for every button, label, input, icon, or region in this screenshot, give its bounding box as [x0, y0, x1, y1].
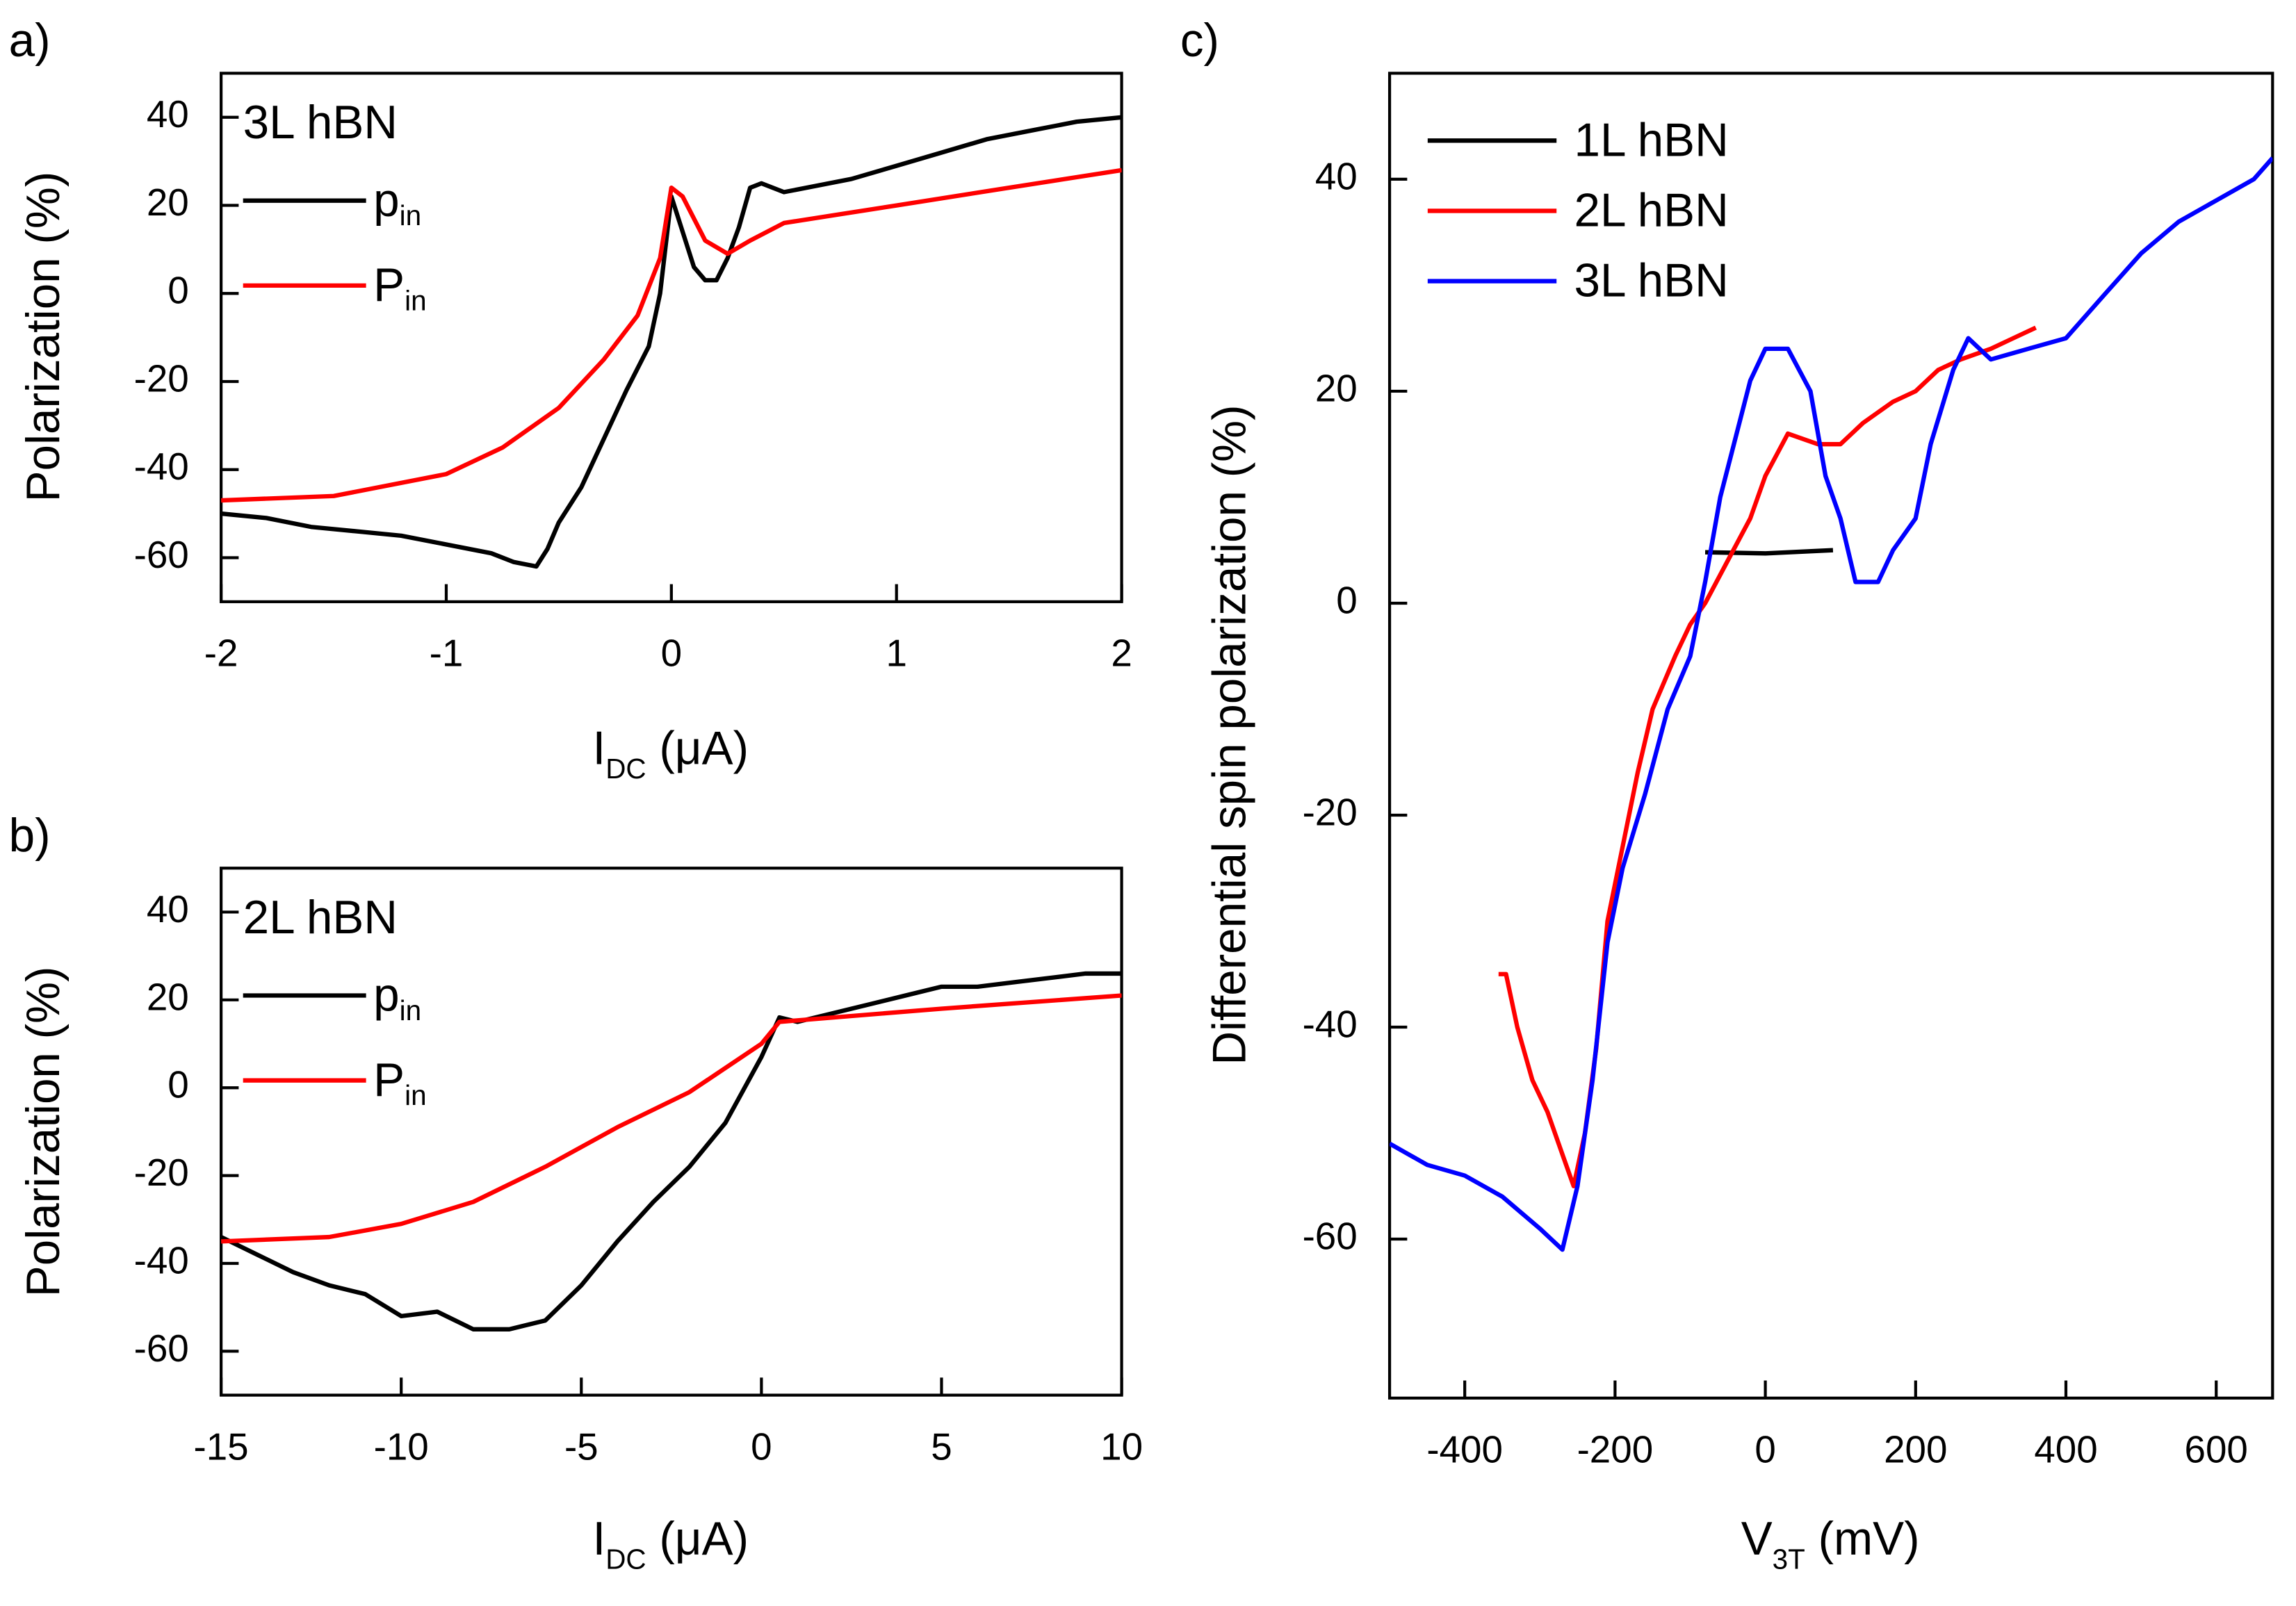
label-piece: in: [405, 284, 426, 316]
data-line: [221, 993, 1122, 1244]
y-tick-label: -20: [134, 357, 189, 400]
panel-label: c): [1180, 15, 1219, 67]
x-tick-label: -15: [194, 1425, 249, 1468]
x-tick-label: -200: [1577, 1427, 1654, 1470]
y-tick-label: -60: [134, 533, 189, 576]
annotation: 2L hBN: [243, 892, 398, 944]
panel-label: b): [9, 810, 51, 862]
label-piece: P: [373, 1054, 405, 1106]
label-piece: (mV): [1805, 1513, 1920, 1565]
x-tick-label: 1: [886, 632, 906, 675]
label-piece: 3T: [1773, 1543, 1805, 1575]
data-line: [1704, 548, 1834, 556]
x-tick-label: 600: [2185, 1427, 2248, 1470]
x-tick-label: -1: [430, 632, 464, 675]
x-tick-label: -400: [1426, 1427, 1503, 1470]
y-tick-label: -20: [1303, 790, 1358, 833]
label-piece: (μA): [646, 723, 749, 775]
x-tick-label: -2: [204, 632, 238, 675]
y-tick-label: 20: [1315, 366, 1358, 409]
data-line: [1390, 156, 2273, 1252]
y-axis-label: Polarization (%): [17, 967, 70, 1297]
y-tick-label: 40: [147, 887, 189, 931]
label-piece: in: [400, 994, 421, 1026]
data-line: [221, 115, 1122, 569]
x-axis-label: IDC (μA): [593, 723, 749, 785]
y-tick-label: 0: [168, 269, 188, 312]
label-piece: in: [400, 199, 421, 231]
label-piece: V: [1741, 1513, 1773, 1565]
legend-label: pin: [373, 174, 421, 231]
label-piece: P: [373, 259, 405, 311]
x-tick-label: 400: [2034, 1427, 2097, 1470]
label-piece: I: [593, 1513, 606, 1565]
label-piece: p: [373, 969, 399, 1022]
plot-frame: [219, 72, 1123, 603]
label-piece: DC: [605, 1543, 646, 1575]
label-piece: I: [593, 723, 606, 775]
plot-frame: [1387, 72, 2274, 1400]
x-tick-label: -10: [374, 1425, 429, 1468]
label-piece: DC: [605, 753, 646, 785]
y-axis-label: Differential spin polarization (%): [1203, 404, 1255, 1065]
legend-label: Pin: [373, 1054, 426, 1111]
y-tick-label: 0: [168, 1063, 188, 1106]
y-tick-label: 20: [147, 181, 189, 224]
y-tick-label: -60: [1303, 1214, 1358, 1257]
legend-label: 1L hBN: [1574, 114, 1728, 166]
y-tick-label: -40: [134, 1238, 189, 1281]
label-piece: (μA): [646, 1513, 749, 1565]
x-axis-label: IDC (μA): [593, 1513, 749, 1575]
data-line: [221, 167, 1122, 503]
label-piece: in: [405, 1079, 426, 1111]
x-tick-label: 200: [1884, 1427, 1947, 1470]
y-tick-label: 40: [1315, 154, 1358, 197]
label-piece: p: [373, 174, 399, 227]
plot-frame: [219, 867, 1123, 1397]
legend-label: 3L hBN: [1574, 255, 1728, 307]
x-tick-label: 2: [1111, 632, 1132, 675]
x-tick-label: 0: [661, 632, 682, 675]
data-line: [221, 971, 1122, 1331]
data-line: [1498, 325, 2037, 1188]
legend-label: pin: [373, 969, 421, 1026]
x-tick-label: 0: [751, 1425, 772, 1468]
y-tick-label: -60: [134, 1327, 189, 1370]
y-tick-label: -40: [134, 445, 189, 488]
y-axis-label: Polarization (%): [17, 172, 70, 502]
x-tick-label: 0: [1754, 1427, 1775, 1470]
x-tick-label: 10: [1100, 1425, 1143, 1468]
y-tick-label: 0: [1336, 578, 1357, 621]
x-tick-label: 5: [931, 1425, 952, 1468]
y-tick-label: -20: [134, 1151, 189, 1194]
y-tick-label: 40: [147, 92, 189, 136]
legend-label: 2L hBN: [1574, 184, 1728, 236]
x-axis-label: V3T (mV): [1741, 1513, 1920, 1575]
annotation: 3L hBN: [243, 97, 398, 149]
y-tick-label: 20: [147, 975, 189, 1018]
panel-label: a): [9, 15, 51, 67]
y-tick-label: -40: [1303, 1002, 1358, 1045]
legend-label: Pin: [373, 259, 426, 316]
x-tick-label: -5: [564, 1425, 599, 1468]
